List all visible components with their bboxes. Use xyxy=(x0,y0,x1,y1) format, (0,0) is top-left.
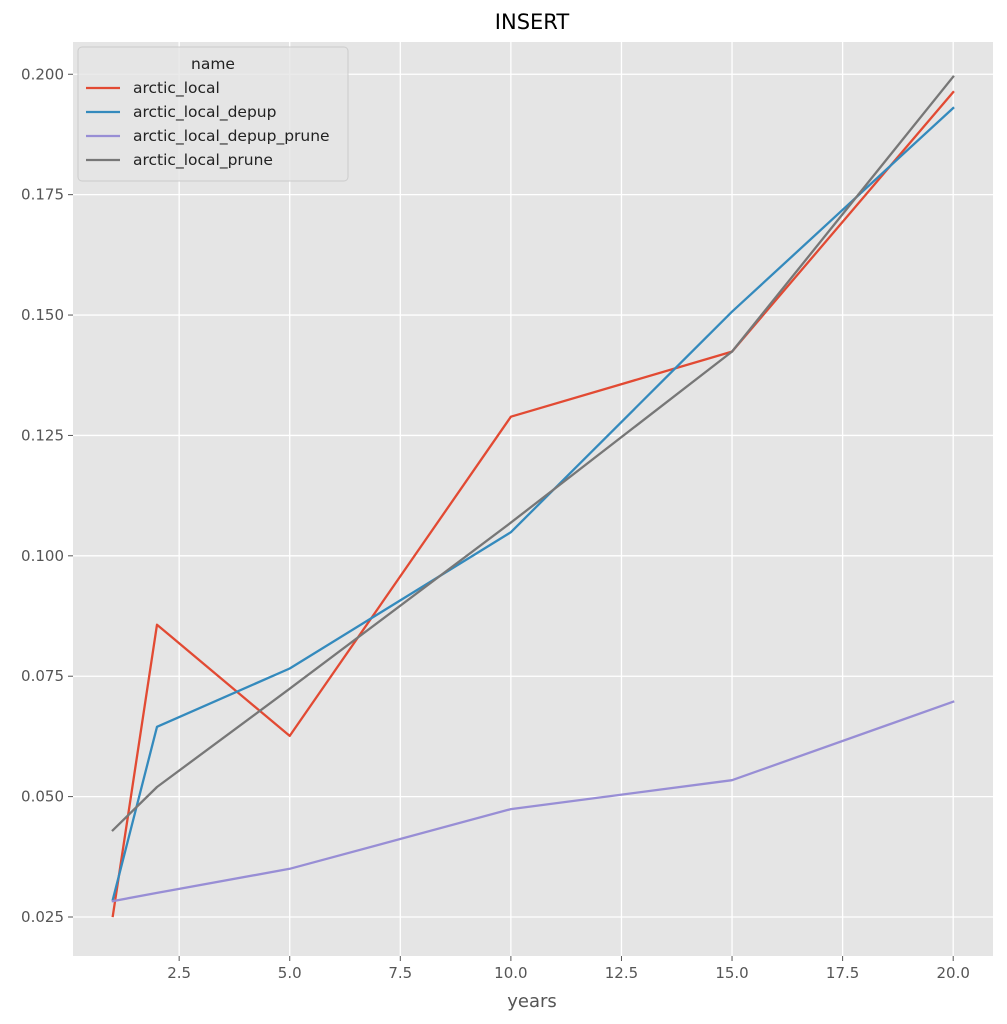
y-tick-label: 0.150 xyxy=(21,306,64,324)
series-line-arctic-local-prune xyxy=(111,75,955,832)
series-line-arctic-local-depup xyxy=(111,106,955,902)
x-tick-label: 20.0 xyxy=(936,964,969,982)
grid-lines xyxy=(73,42,993,956)
legend-label: arctic_local_prune xyxy=(133,151,273,170)
y-axis-ticks: 0.025 0.050 0.075 0.100 0.125 0.150 0.175 0.200 xyxy=(21,65,73,926)
y-tick-label: 0.050 xyxy=(21,788,64,806)
legend-label: arctic_local_depup xyxy=(133,103,276,122)
y-tick-label: 0.100 xyxy=(21,547,64,565)
y-tick-label: 0.175 xyxy=(21,186,64,204)
chart-title: INSERT xyxy=(495,10,570,34)
legend-box xyxy=(77,46,349,182)
y-tick-label: 0.200 xyxy=(21,65,64,83)
series-line-arctic-local-depup-prune xyxy=(111,700,955,903)
y-tick-label: 0.025 xyxy=(21,908,64,926)
legend-label: arctic_local xyxy=(133,79,220,98)
x-axis-ticks: 2.5 5.0 7.5 10.0 12.5 15.0 17.5 20.0 xyxy=(167,956,970,982)
x-tick-label: 7.5 xyxy=(388,964,412,982)
x-tick-label: 15.0 xyxy=(715,964,748,982)
x-tick-label: 2.5 xyxy=(167,964,191,982)
x-tick-label: 5.0 xyxy=(278,964,302,982)
legend-title: name xyxy=(191,55,235,73)
series-lines xyxy=(111,75,955,918)
x-tick-label: 10.0 xyxy=(494,964,527,982)
x-tick-label: 17.5 xyxy=(826,964,859,982)
legend-items: arctic_local arctic_local_depup arctic_loc… xyxy=(86,79,330,170)
x-tick-label: 12.5 xyxy=(605,964,638,982)
series-line-arctic-local xyxy=(111,90,955,918)
legend-label: arctic_local_depup_prune xyxy=(133,127,330,146)
legend: name arctic_localarctic_local_depuparcti… xyxy=(77,46,349,182)
y-tick-label: 0.125 xyxy=(21,426,64,444)
x-axis-title: years xyxy=(507,991,557,1012)
y-tick-label: 0.075 xyxy=(21,667,64,685)
